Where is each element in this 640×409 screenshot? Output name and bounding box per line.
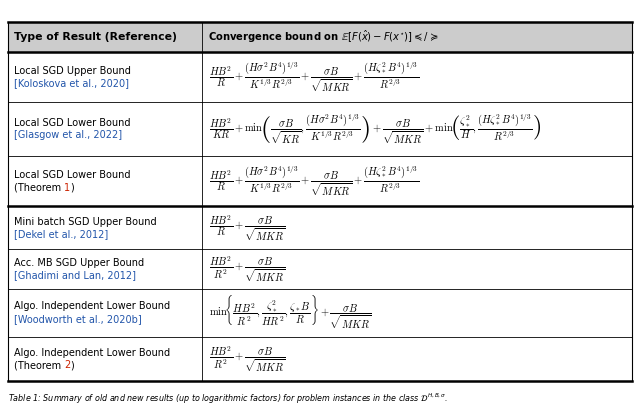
Text: Table 1: Summary of old and new results (up to logarithmic factors) for problem : Table 1: Summary of old and new results … xyxy=(8,391,448,406)
Text: (Theorem: (Theorem xyxy=(14,360,65,370)
Text: Acc. MB SGD Upper Bound: Acc. MB SGD Upper Bound xyxy=(14,258,144,268)
Text: (Theorem: (Theorem xyxy=(14,182,65,193)
Text: $\min\!\left\{\dfrac{HB^2}{R^2}, \dfrac{\zeta_*^2}{HR^2}, \dfrac{\zeta_* B}{R}\r: $\min\!\left\{\dfrac{HB^2}{R^2}, \dfrac{… xyxy=(209,294,371,331)
Text: Type of Result (Reference): Type of Result (Reference) xyxy=(14,32,177,42)
Text: ): ) xyxy=(70,360,74,370)
Text: $\dfrac{HB^2}{R^2} + \dfrac{\sigma B}{\sqrt{MKR}}$: $\dfrac{HB^2}{R^2} + \dfrac{\sigma B}{\s… xyxy=(209,254,286,284)
Text: 2: 2 xyxy=(65,360,70,370)
Text: Algo. Independent Lower Bound: Algo. Independent Lower Bound xyxy=(14,348,170,357)
Text: 1: 1 xyxy=(65,182,70,193)
Text: $\dfrac{HB^2}{KR} + \min\!\left\{\dfrac{\sigma B}{\sqrt{KR}}, \dfrac{(H\sigma^2 : $\dfrac{HB^2}{KR} + \min\!\left\{\dfrac{… xyxy=(209,112,541,146)
Text: [Ghadimi and Lan, 2012]: [Ghadimi and Lan, 2012] xyxy=(14,270,136,281)
Text: ): ) xyxy=(70,182,74,193)
Text: Convergence bound on $\mathbb{E}[F(\hat{x}) - F(x^{\star})] \preceq / \succeq$: Convergence bound on $\mathbb{E}[F(\hat{… xyxy=(208,29,438,45)
Text: $\dfrac{HB^2}{R^2} + \dfrac{\sigma B}{\sqrt{MKR}}$: $\dfrac{HB^2}{R^2} + \dfrac{\sigma B}{\s… xyxy=(209,344,286,374)
Text: Local SGD Lower Bound: Local SGD Lower Bound xyxy=(14,118,131,128)
Text: [Dekel et al., 2012]: [Dekel et al., 2012] xyxy=(14,229,108,239)
Text: Local SGD Upper Bound: Local SGD Upper Bound xyxy=(14,66,131,76)
Text: $\dfrac{HB^2}{R} + \dfrac{(H\sigma^2 B^4)^{1/3}}{K^{1/3}R^{2/3}} + \dfrac{\sigma: $\dfrac{HB^2}{R} + \dfrac{(H\sigma^2 B^4… xyxy=(209,60,419,94)
Text: Local SGD Lower Bound: Local SGD Lower Bound xyxy=(14,170,131,180)
Bar xyxy=(8,22,632,52)
Text: $\dfrac{HB^2}{R} + \dfrac{(H\sigma^2 B^4)^{1/3}}{K^{1/3}R^{2/3}} + \dfrac{\sigma: $\dfrac{HB^2}{R} + \dfrac{(H\sigma^2 B^4… xyxy=(209,164,419,198)
Text: Algo. Independent Lower Bound: Algo. Independent Lower Bound xyxy=(14,301,170,312)
Text: Mini batch SGD Upper Bound: Mini batch SGD Upper Bound xyxy=(14,217,157,227)
Text: [Koloskova et al., 2020]: [Koloskova et al., 2020] xyxy=(14,78,129,88)
Text: $\dfrac{HB^2}{R} + \dfrac{\sigma B}{\sqrt{MKR}}$: $\dfrac{HB^2}{R} + \dfrac{\sigma B}{\sqr… xyxy=(209,213,286,243)
Text: [Glasgow et al., 2022]: [Glasgow et al., 2022] xyxy=(14,130,122,140)
Text: [Woodworth et al., 2020b]: [Woodworth et al., 2020b] xyxy=(14,314,142,324)
